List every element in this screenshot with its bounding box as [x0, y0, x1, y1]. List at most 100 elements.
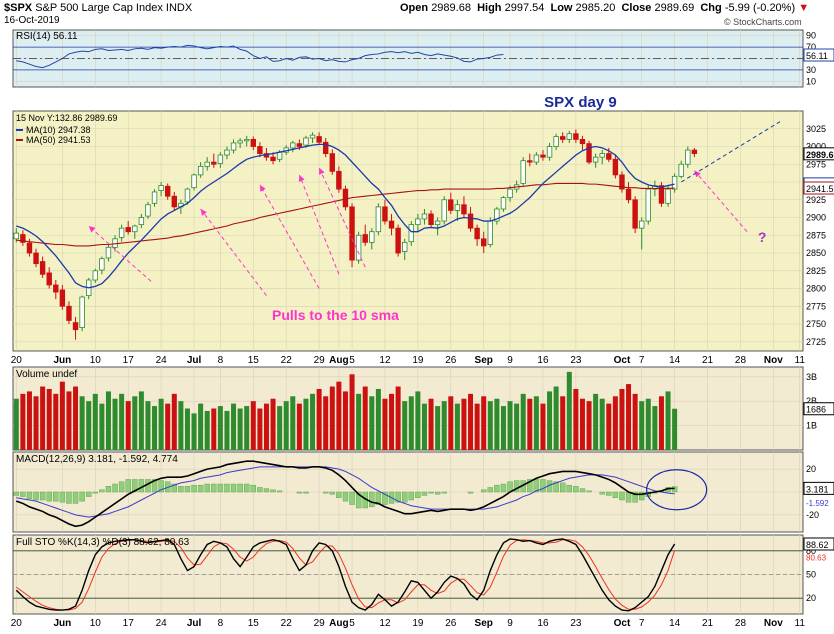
macd-tick-label: 20 — [806, 464, 816, 474]
bottom-x-tick-label: 11 — [795, 618, 806, 629]
macd-histogram-bar — [513, 480, 520, 493]
candle-body — [454, 204, 461, 211]
bottom-x-tick-label: 23 — [570, 618, 582, 629]
volume-bar — [224, 410, 230, 450]
candle-body — [441, 199, 447, 222]
macd-histogram-bar — [53, 491, 59, 502]
volume-bar — [323, 396, 329, 450]
volume-bar — [105, 391, 111, 450]
volume-bar — [507, 401, 513, 450]
macd-highlight-circle — [646, 469, 708, 511]
candle-body — [560, 136, 566, 140]
macd-histogram-bar — [171, 483, 177, 493]
volume-bar — [402, 401, 408, 450]
bottom-x-tick-label: Jul — [187, 618, 202, 629]
macd-histogram-bar — [132, 479, 138, 493]
macd-line — [16, 460, 675, 528]
volume-bar — [382, 398, 388, 450]
macd-histogram-bar — [39, 491, 46, 501]
price-tick-label: 2725 — [806, 337, 826, 347]
rsi-last-label: 56.11 — [806, 51, 828, 61]
macd-histogram-bar — [586, 490, 592, 493]
candle-body — [217, 154, 224, 164]
candle-body — [546, 146, 553, 158]
volume-bar — [362, 386, 368, 450]
rsi-line — [16, 44, 504, 69]
candle-body — [276, 151, 283, 160]
volume-bar — [329, 386, 335, 450]
volume-bar — [290, 396, 296, 450]
price-x-tick-label: 22 — [281, 355, 293, 366]
volume-bar — [652, 406, 658, 450]
price-x-tick-label: 20 — [11, 355, 23, 366]
candle-body — [625, 188, 632, 201]
bottom-x-tick-label: 28 — [735, 618, 747, 629]
candle-body — [599, 153, 605, 158]
volume-bar — [645, 398, 651, 450]
candle-body — [99, 258, 105, 271]
volume-bar — [303, 398, 309, 450]
macd-histogram-bar — [349, 491, 355, 505]
candle-body — [645, 188, 651, 222]
candle-body — [408, 224, 414, 243]
volume-bar — [658, 396, 664, 450]
candle-body — [402, 241, 408, 252]
rsi-last-box — [803, 48, 834, 62]
volume-bar — [66, 391, 72, 450]
volume-bar — [481, 396, 487, 450]
candle-body — [296, 143, 303, 147]
macd-histogram-bar — [671, 486, 678, 493]
bottom-x-tick-label: 21 — [702, 618, 714, 629]
bottom-x-tick-label: 14 — [669, 618, 681, 629]
macd-histogram-bar — [59, 491, 66, 503]
volume-bar — [204, 410, 210, 450]
candle-body — [53, 284, 59, 293]
watermark: © StockCharts.com — [724, 17, 802, 27]
chart-date: 16-Oct-2019 — [4, 15, 60, 26]
volume-tick-label: 1B — [806, 421, 817, 431]
price-x-tick-label: 16 — [537, 355, 549, 366]
macd-histogram-bar — [66, 491, 72, 504]
volume-bar — [277, 406, 283, 450]
candle-body — [382, 206, 388, 222]
price-tick-label: 2925 — [806, 195, 826, 205]
rsi-legend: RSI(14) 56.11 — [16, 31, 78, 42]
price-x-tick-label: Aug — [329, 355, 348, 366]
candle-body — [20, 234, 26, 243]
macd-histogram-bar — [244, 483, 250, 493]
volume-bar — [435, 406, 441, 450]
ma50-line — [16, 182, 675, 247]
sto-last-box — [803, 537, 834, 551]
rsi-tick-label: 90 — [806, 31, 816, 41]
candle-body — [553, 136, 559, 147]
macd-histogram-bar — [500, 483, 507, 493]
sto-tick-label: 80 — [806, 546, 816, 556]
macd-signal-last-label: -1.592 — [806, 499, 829, 508]
bottom-x-tick-label: 17 — [123, 618, 135, 629]
bottom-x-tick-label: 9 — [507, 618, 513, 629]
annotation-arrowhead — [694, 170, 701, 178]
macd-histogram-bar — [276, 490, 283, 493]
volume-tick-label: 3B — [806, 372, 817, 382]
macd-histogram-bar — [639, 491, 645, 501]
candle-body — [428, 213, 434, 226]
volume-bar — [152, 406, 158, 450]
macd-histogram-bar — [13, 491, 19, 496]
macd-histogram-bar — [355, 491, 362, 509]
candle-body — [132, 225, 138, 233]
candle-body — [474, 227, 480, 240]
ohlc-readout: Open 2989.68 High 2997.54 Low 2985.20 Cl… — [400, 2, 810, 14]
candle-body — [369, 231, 375, 243]
bottom-x-tick-label: 16 — [537, 618, 549, 629]
bottom-x-tick-label: 29 — [314, 618, 326, 629]
volume-bar — [211, 408, 217, 450]
price-tick-label: 2850 — [806, 248, 826, 258]
candle-body — [388, 220, 395, 229]
annotation-arrowhead — [200, 208, 207, 216]
candle-body — [250, 139, 256, 147]
volume-bar — [40, 386, 46, 450]
macd-histogram-bar — [408, 491, 414, 501]
volume-bar — [454, 403, 460, 450]
volume-bar — [250, 401, 256, 450]
bottom-x-tick-label: 19 — [412, 618, 424, 629]
